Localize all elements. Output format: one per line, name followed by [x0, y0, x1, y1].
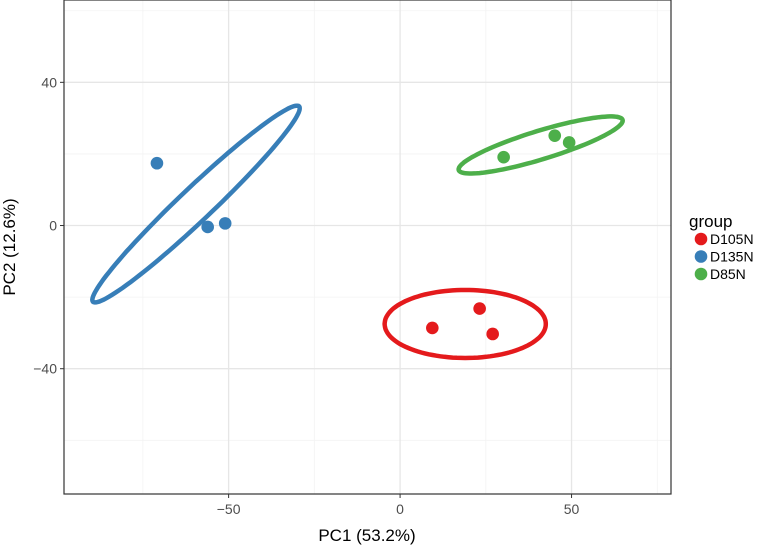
- x-tick-label: 0: [396, 501, 404, 517]
- y-axis-title: PC2 (12.6%): [0, 198, 19, 295]
- data-points: [150, 129, 576, 341]
- point-d105n: [486, 327, 499, 341]
- point-d135n: [218, 217, 232, 230]
- point-d85n: [497, 150, 510, 164]
- legend-title: group: [689, 212, 732, 231]
- legend-key-d105n: [694, 232, 708, 246]
- y-tick-label: −40: [33, 361, 57, 377]
- legend-label-d85n: D85N: [710, 266, 746, 282]
- plot-panel-border: [63, 0, 672, 495]
- x-axis-ticks: −50 0 50: [217, 494, 580, 517]
- ellipse-d135n: [90, 103, 302, 305]
- point-d85n: [562, 136, 576, 149]
- ellipse-d105n: [382, 287, 549, 361]
- legend-label-d135n: D135N: [710, 249, 754, 265]
- point-d105n: [473, 302, 486, 315]
- legend-key-d85n: [694, 267, 708, 281]
- y-tick-label: 40: [41, 74, 57, 90]
- x-tick-label: −50: [217, 501, 241, 517]
- x-tick-label: 50: [564, 501, 580, 517]
- point-d105n: [426, 321, 439, 335]
- legend-label-d105n: D105N: [710, 231, 754, 247]
- ellipse-d85n: [456, 114, 625, 176]
- minor-gridlines: [64, 0, 671, 494]
- point-d135n: [201, 220, 214, 234]
- x-axis-title: PC1 (53.2%): [318, 526, 415, 545]
- major-gridlines: [64, 0, 671, 494]
- y-tick-label: 0: [49, 218, 57, 234]
- confidence-ellipses: [90, 103, 625, 361]
- point-d85n: [548, 129, 562, 142]
- y-axis-ticks: −40 0 40: [33, 74, 64, 377]
- point-d135n: [150, 156, 164, 170]
- legend-key-d135n: [694, 250, 708, 263]
